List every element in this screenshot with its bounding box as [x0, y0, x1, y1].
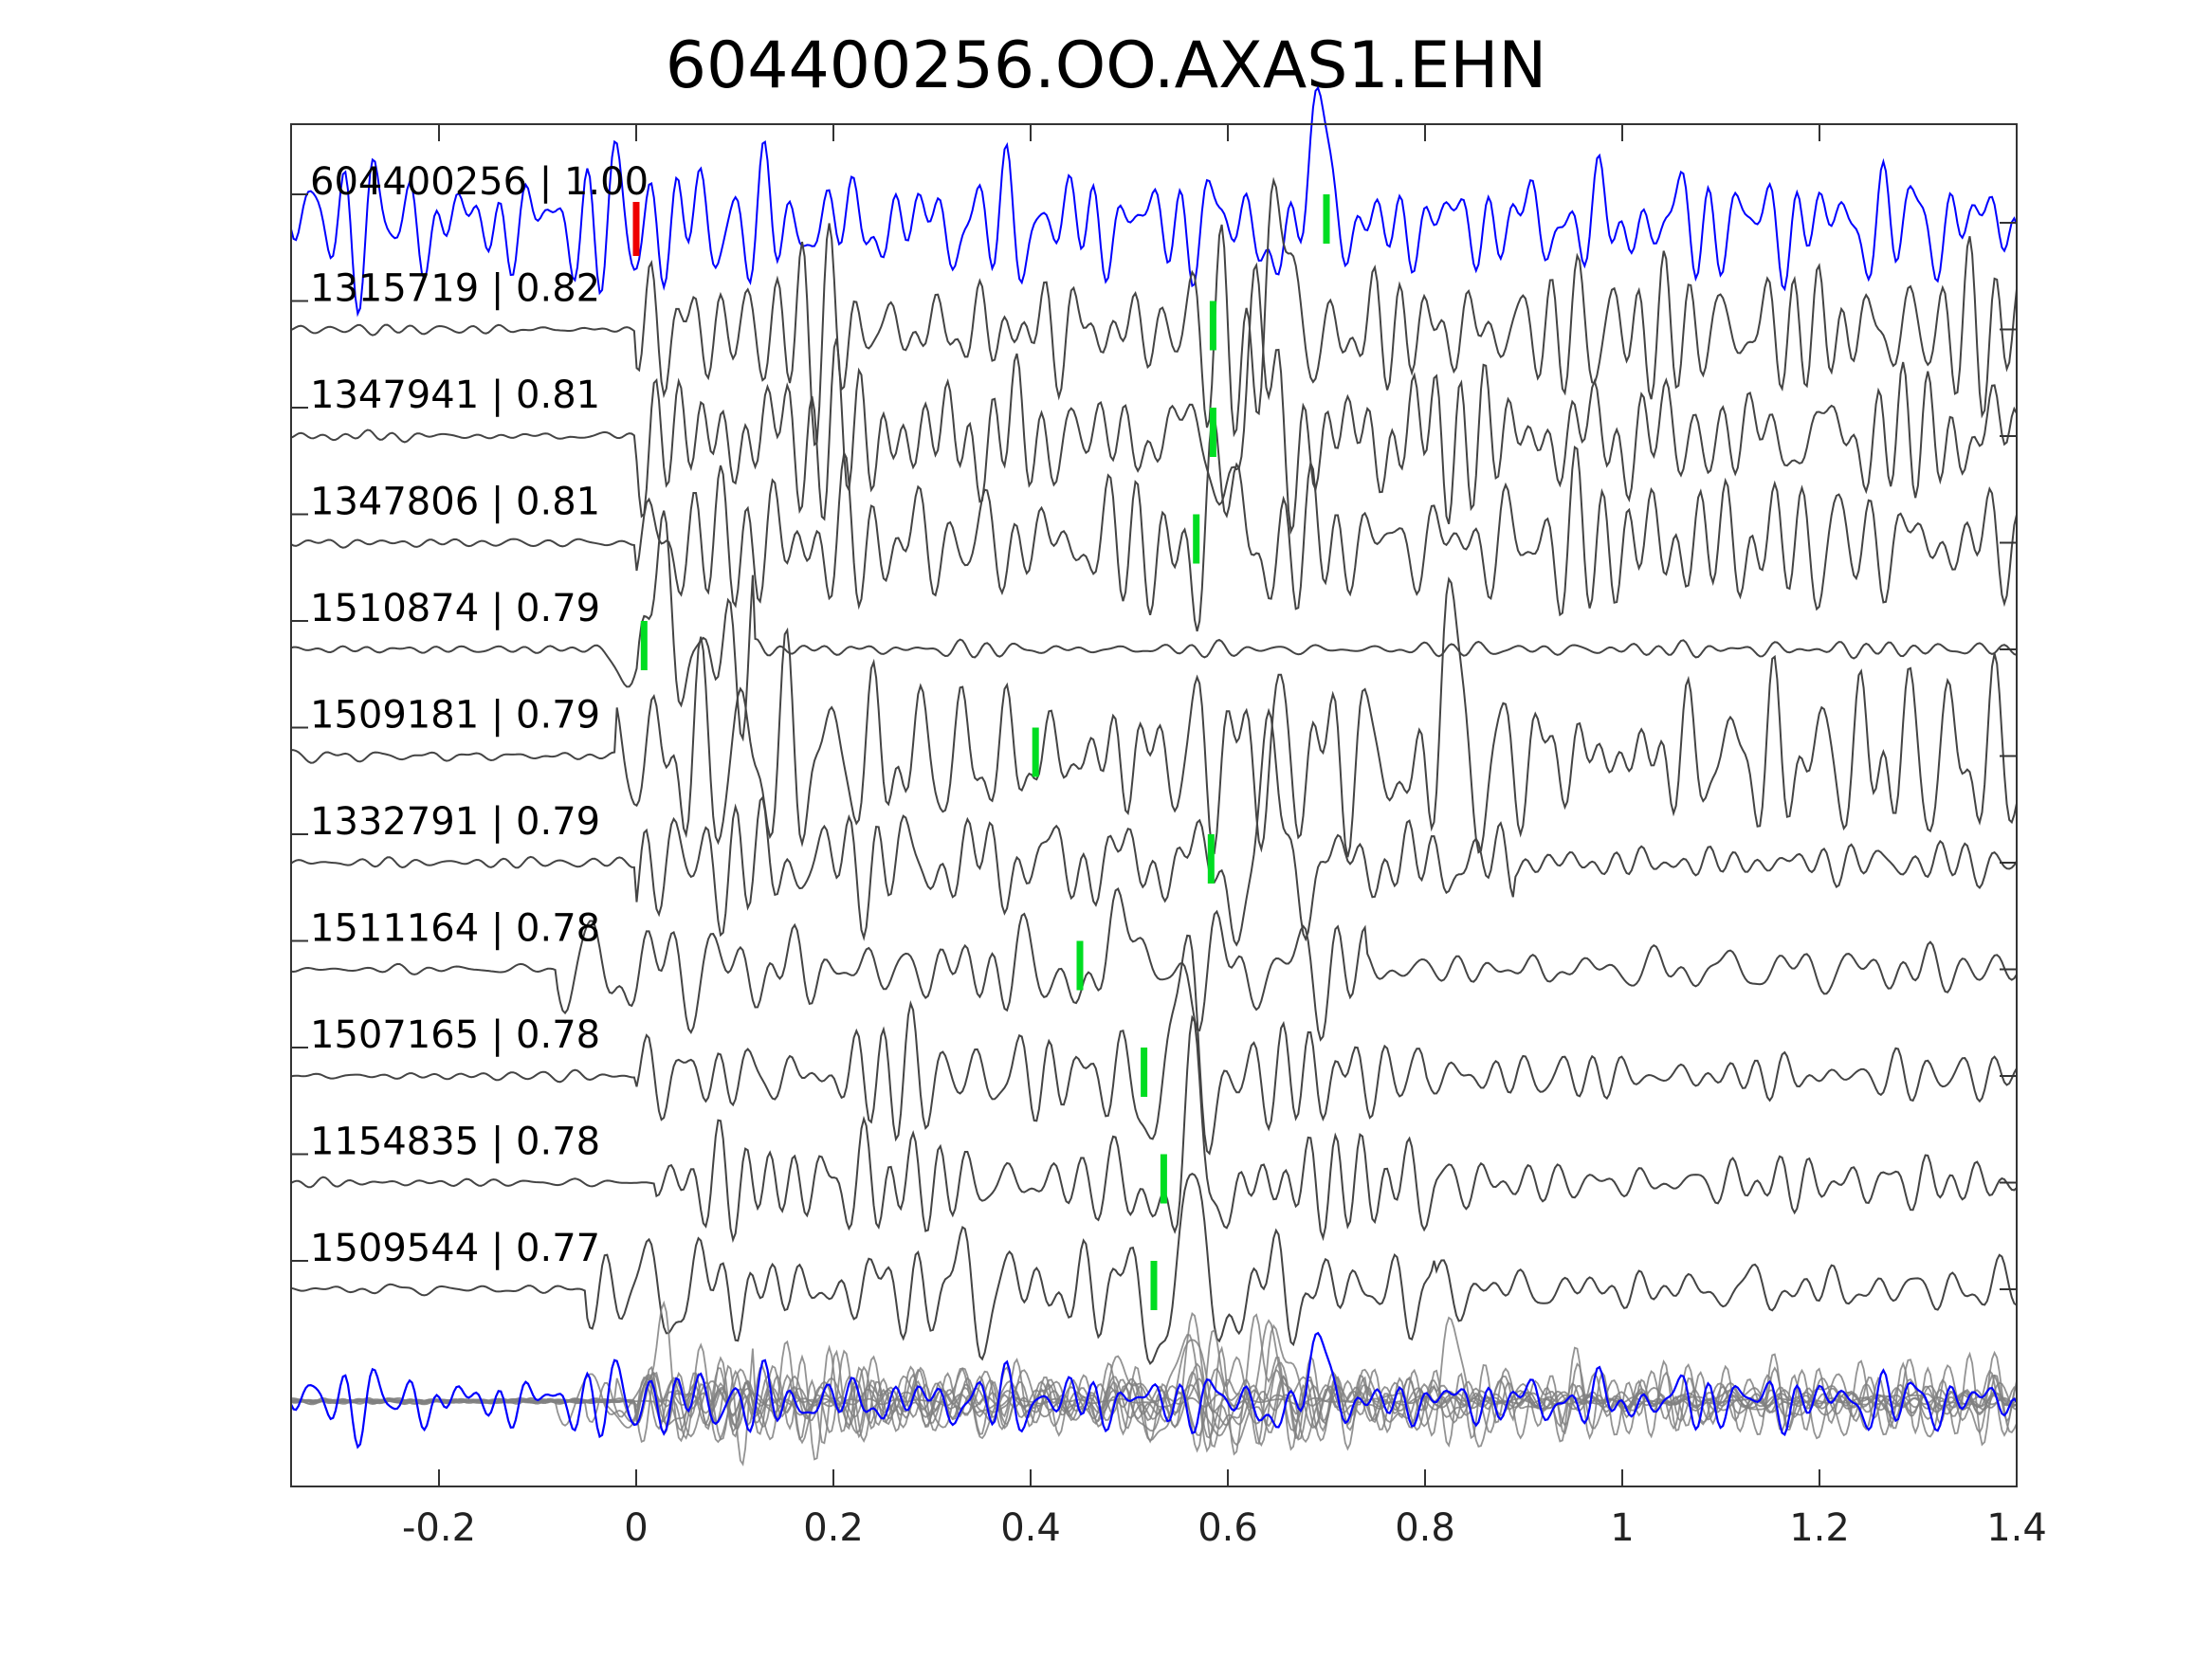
- picks-layer: [632, 194, 2017, 1310]
- stack-layer: [290, 1300, 2018, 1467]
- x-tick-label: 0.8: [1395, 1506, 1455, 1550]
- labels-layer: 604400256 | 1.00 1315719 | 0.82 1347941 | …: [310, 160, 649, 1270]
- stack-trace: [290, 1311, 2018, 1433]
- x-tick-label: 0: [624, 1506, 648, 1550]
- x-axis: -0.2 0 0.2 0.4 0.6 0.8 1 1.2 1.4: [291, 124, 2047, 1550]
- x-tick-label: 1.2: [1789, 1506, 1850, 1550]
- trace-line: [290, 576, 2018, 858]
- trace-line: [290, 413, 2018, 632]
- trace-label: 1510874 | 0.79: [310, 587, 600, 630]
- trace-label: 604400256 | 1.00: [310, 160, 649, 204]
- trace-label: 1509181 | 0.79: [310, 694, 600, 738]
- trace-label: 1511164 | 0.78: [310, 907, 600, 951]
- x-tick-label: 0.2: [803, 1506, 864, 1550]
- trace-line: [290, 510, 2018, 742]
- trace-line: [290, 176, 2018, 447]
- trace-label: 1509544 | 0.77: [310, 1227, 600, 1270]
- x-tick-label: -0.2: [402, 1506, 476, 1550]
- trace-line: [290, 1014, 2018, 1244]
- trace-label: 1315719 | 0.82: [310, 267, 600, 311]
- chart-title: 604400256.OO.AXAS1.EHN: [665, 28, 1547, 103]
- x-tick-label: 1: [1610, 1506, 1634, 1550]
- trace-label: 1154835 | 0.78: [310, 1121, 600, 1164]
- trace-label: 1507165 | 0.78: [310, 1013, 600, 1057]
- trace-line: [290, 934, 2018, 1156]
- x-tick-label: 1.4: [1986, 1506, 2047, 1550]
- trace-line: [290, 1172, 2018, 1365]
- traces-layer: [290, 85, 2018, 1365]
- stack-template-trace: [290, 1331, 2018, 1449]
- stack-trace: [290, 1300, 2018, 1467]
- stack-trace: [290, 1339, 2018, 1442]
- trace-line: [290, 262, 2018, 536]
- x-tick-label: 0.6: [1197, 1506, 1258, 1550]
- trace-line: [290, 707, 2018, 947]
- template-trace: [290, 85, 2018, 318]
- plot-frame: [290, 123, 2018, 1487]
- stack-trace: [290, 1323, 2018, 1461]
- x-tick-label: 0.4: [1000, 1506, 1061, 1550]
- trace-label: 1347806 | 0.81: [310, 481, 600, 524]
- trace-label: 1347941 | 0.81: [310, 374, 600, 417]
- trace-line: [290, 887, 2018, 1042]
- trace-label: 1332791 | 0.79: [310, 800, 600, 844]
